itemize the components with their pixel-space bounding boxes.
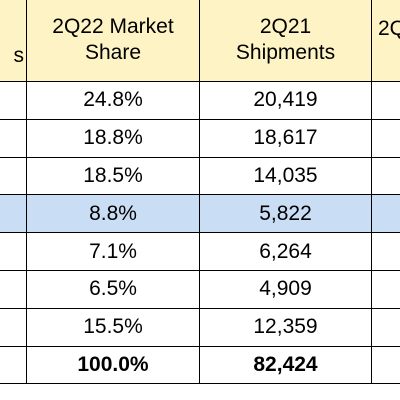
cell [372,347,400,385]
cell-text: 20,419 [253,88,318,112]
cell [0,308,27,347]
cell-text: 5,822 [259,201,312,225]
cell-text: 18,617 [253,126,318,150]
cell: 6,264 [200,233,372,271]
cell: 18.8% [27,119,200,158]
cell: 20,419 [200,82,372,120]
cell: 7.1% [27,233,200,271]
cell: 18.5% [27,157,200,196]
cell [0,233,27,271]
cell [0,271,27,309]
cell-text: 12,359 [253,315,318,339]
cell-text: 15.5% [83,315,143,339]
cell-text: 2Q [378,17,400,40]
header-cell: 2Q21 Shipments [200,0,372,82]
cell-text: 100.0% [77,352,149,376]
cell: 24.8% [27,82,200,120]
header-cell: 2Q [372,0,400,82]
cell: 82,424 [200,346,372,385]
cell: 4,909 [200,271,372,309]
header-cell: 2Q22 Market Share [27,0,200,82]
cell-text: s [13,44,25,67]
cell-text: 2Q22 Market Share [52,14,174,64]
cell-text: 8.8% [89,201,137,225]
cell-text: 4,909 [259,277,312,301]
cell [0,119,27,158]
cell-text: 24.8% [83,88,143,112]
cell [0,82,27,120]
cell: 18,617 [200,119,372,158]
cell: 14,035 [200,157,372,196]
cell-text: 6.5% [89,277,137,301]
cell [372,158,400,196]
cell-text: 6,264 [259,239,312,263]
cell: 100.0% [27,346,200,385]
cell-text: 18.5% [83,163,143,187]
cell: 15.5% [27,308,200,347]
cell [372,195,400,234]
cell-text: 7.1% [89,239,137,263]
cell: 12,359 [200,308,372,347]
header-cell: s [0,0,27,82]
cell [372,233,400,271]
cell [372,271,400,309]
cell-text: 18.8% [83,126,143,150]
cell [0,157,27,196]
cell: 6.5% [27,271,200,309]
cell [372,309,400,347]
cell: 8.8% [27,195,200,234]
cell [372,120,400,158]
cell: 5,822 [200,195,372,234]
cell [0,195,27,234]
cell [0,346,27,385]
cell-text: 14,035 [253,163,318,187]
cell-text: 2Q21 Shipments [235,14,336,64]
cell-text: 82,424 [253,352,318,376]
cell [372,82,400,120]
